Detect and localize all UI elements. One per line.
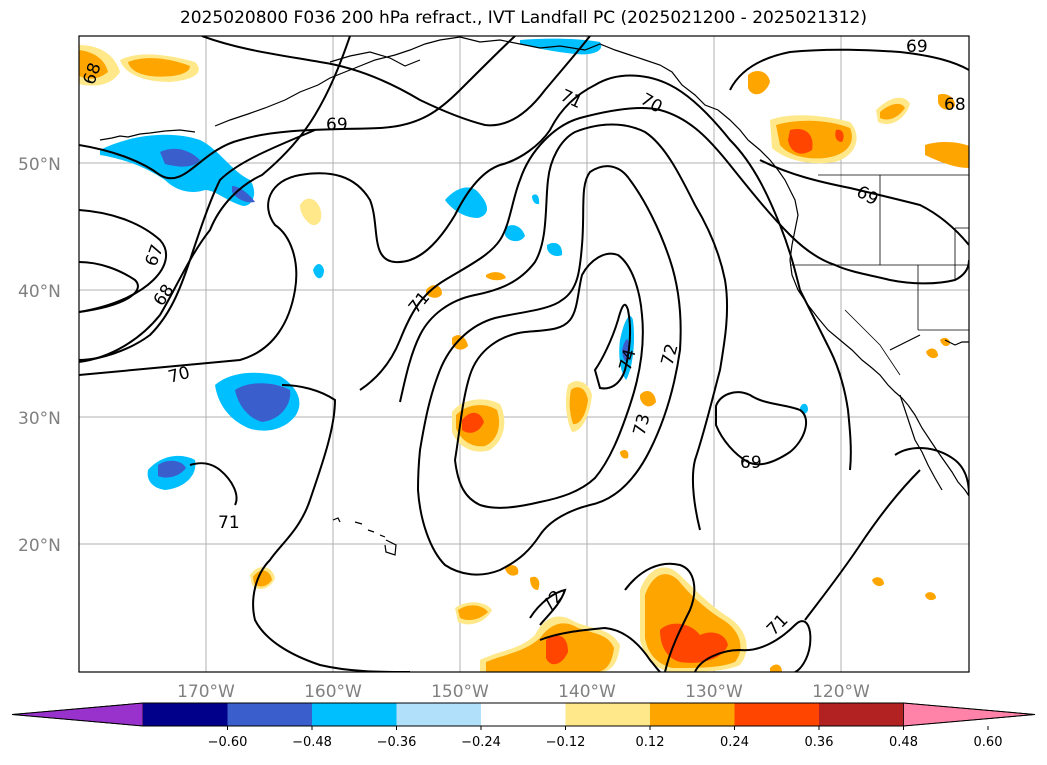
colorbar-segment [143,703,228,726]
colorbar-segment [227,703,313,726]
positive-shading [79,45,969,672]
colorbar-segment [819,703,904,726]
colorbar-tick-label: 0.24 [720,735,749,750]
colorbar-tick-label: 0.48 [889,735,918,750]
lon-label-160w: 160°W [304,682,362,702]
colorbar-tick-label: −0.36 [377,735,417,750]
contour-label: 71 [218,513,240,533]
colorbar-tick-label: 0.60 [974,735,1003,750]
colorbar-tick-label: 0.36 [805,735,834,750]
colorbar-extend-high [903,702,1036,727]
contour-label: 69 [740,453,762,473]
colorbar-tick-label: −0.24 [461,735,501,750]
lon-label-120w: 120°W [812,682,870,702]
contour-lines [79,36,969,672]
colorbar-tick-label: −0.48 [292,735,332,750]
lat-label-30n: 30°N [18,409,61,429]
colorbar-segment [565,703,651,726]
contour-label: 69 [326,115,348,135]
lon-label-150w: 150°W [431,682,489,702]
map-title: 2025020800 F036 200 hPa refract., IVT La… [179,8,867,28]
gridlines [79,36,969,672]
colorbar-outline [11,702,1036,727]
lat-label-40n: 40°N [18,282,61,302]
longitude-labels: 170°W 160°W 150°W 140°W 130°W 120°W [177,682,870,702]
lon-label-130w: 130°W [685,682,743,702]
colorbar: −0.60 −0.48 −0.36 −0.24 −0.12 0.12 0.24 0.36 0.4… [11,702,1036,750]
latitude-labels: 50°N 40°N 30°N 20°N [18,155,61,556]
colorbar-tick-label: −0.12 [546,735,586,750]
coastlines [99,36,969,556]
map-frame [78,35,970,673]
colorbar-segment [396,703,482,726]
lon-label-140w: 140°W [558,682,616,702]
colorbar-tick-label: −0.60 [208,735,248,750]
borders [790,174,969,376]
lon-label-170w: 170°W [177,682,235,702]
colorbar-segment [481,703,566,726]
negative-shading [100,38,808,490]
lat-label-50n: 50°N [18,155,61,175]
colorbar-segment [734,703,820,726]
colorbar-segment [650,703,735,726]
colorbar-extend-low [11,702,144,727]
colorbar-segment [312,703,397,726]
contour-label: 68 [944,95,966,115]
colorbar-tick-label: 0.12 [636,735,665,750]
lat-label-20n: 20°N [18,536,61,556]
contour-label: 69 [906,37,928,57]
